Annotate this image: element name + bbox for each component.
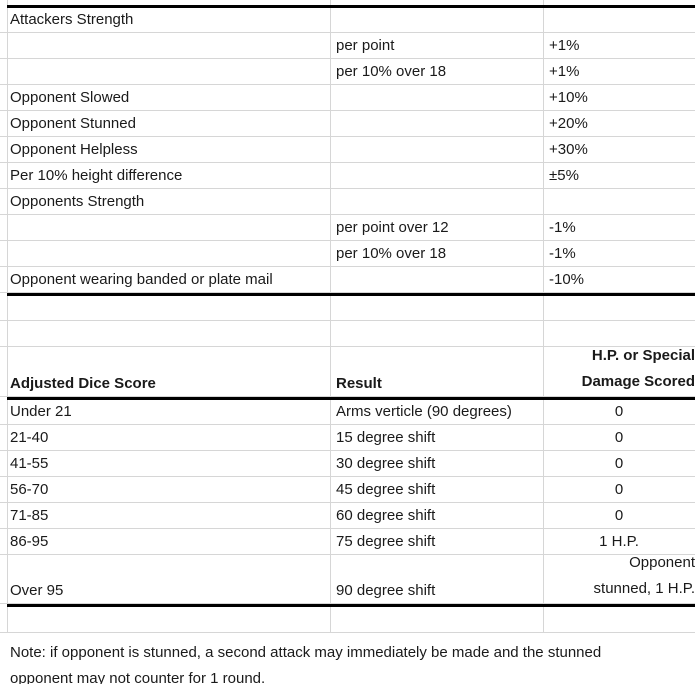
table-row: 86-95 75 degree shift 1 H.P. xyxy=(0,529,695,555)
result-header-cell[interactable]: Result xyxy=(336,375,382,392)
score-cell[interactable]: 56-70 xyxy=(10,481,49,498)
result-cell[interactable]: 30 degree shift xyxy=(336,455,436,472)
modifier-value-cell[interactable]: +10% xyxy=(549,89,588,106)
heavy-border-modifiers-bottom xyxy=(7,293,695,296)
result-cell[interactable]: 15 degree shift xyxy=(336,429,436,446)
score-cell[interactable]: 41-55 xyxy=(10,455,49,472)
modifier-label-cell[interactable]: Opponent Slowed xyxy=(10,89,130,106)
damage-cell[interactable]: 0 xyxy=(614,507,624,524)
table-row: 71-85 60 degree shift 0 xyxy=(0,503,695,529)
modifier-detail-cell[interactable] xyxy=(330,85,543,110)
damage-header-line2: Damage Scored xyxy=(581,373,695,390)
modifier-detail-cell[interactable]: per point xyxy=(336,37,395,54)
table-row: Opponents Strength xyxy=(0,189,695,215)
modifier-value-cell[interactable]: +1% xyxy=(549,37,580,54)
empty-row xyxy=(0,604,695,633)
modifier-value-cell[interactable]: +30% xyxy=(549,141,588,158)
modifier-detail-cell[interactable] xyxy=(330,111,543,136)
table-row: Opponent Helpless +30% xyxy=(0,137,695,163)
header-row: Adjusted Dice Score Result H.P. or Speci… xyxy=(0,347,695,397)
note-line1: Note: if opponent is stunned, a second a… xyxy=(10,644,602,661)
modifier-detail-cell[interactable] xyxy=(330,163,543,188)
score-cell[interactable]: 71-85 xyxy=(10,507,49,524)
result-cell[interactable]: 60 degree shift xyxy=(336,507,436,524)
table-row: Opponent Slowed +10% xyxy=(0,85,695,111)
damage-cell[interactable]: 0 xyxy=(614,481,624,498)
modifier-label-cell[interactable] xyxy=(0,59,330,84)
modifier-label-cell[interactable]: Per 10% height difference xyxy=(10,167,183,184)
table-row: 56-70 45 degree shift 0 xyxy=(0,477,695,503)
table-row: Attackers Strength xyxy=(0,8,695,33)
modifier-label-cell[interactable]: Opponent wearing banded or plate mail xyxy=(10,271,273,288)
modifier-value-cell[interactable]: -1% xyxy=(549,245,576,262)
table-row: 41-55 30 degree shift 0 xyxy=(0,451,695,477)
note-line2: opponent may not counter for 1 round. xyxy=(10,670,266,684)
damage-cell[interactable]: 0 xyxy=(614,455,624,472)
modifier-detail-cell[interactable] xyxy=(330,8,543,32)
modifier-value-cell[interactable]: +20% xyxy=(549,115,588,132)
damage-header-line1: H.P. or Special xyxy=(591,347,695,364)
table-row: per point over 12 -1% xyxy=(0,215,695,241)
modifier-detail-cell[interactable] xyxy=(330,189,543,214)
table-row: Opponent Stunned +20% xyxy=(0,111,695,137)
table-row: Per 10% height difference ±5% xyxy=(0,163,695,189)
column-gridline xyxy=(7,0,8,633)
damage-line1: Opponent xyxy=(629,554,695,571)
empty-row xyxy=(0,321,695,347)
table-row: 21-40 15 degree shift 0 xyxy=(0,425,695,451)
modifier-detail-cell[interactable]: per point over 12 xyxy=(336,219,449,236)
result-cell[interactable]: Arms verticle (90 degrees) xyxy=(336,403,512,420)
modifier-value-cell[interactable]: ±5% xyxy=(549,167,579,184)
heavy-border-header-bottom xyxy=(7,397,695,400)
modifier-value-cell[interactable]: -1% xyxy=(549,219,576,236)
table-row: Over 95 90 degree shift Opponent stunned… xyxy=(0,554,695,604)
table-row: Opponent wearing banded or plate mail -1… xyxy=(0,267,695,293)
modifier-value-cell[interactable]: +1% xyxy=(549,63,580,80)
score-header-cell[interactable]: Adjusted Dice Score xyxy=(10,375,156,392)
modifier-value-cell[interactable]: -10% xyxy=(549,271,585,288)
damage-cell[interactable]: Opponent stunned, 1 H.P. xyxy=(543,554,695,603)
modifier-value-cell[interactable] xyxy=(543,189,695,214)
modifier-label-cell[interactable] xyxy=(0,241,330,266)
modifier-label-cell[interactable]: Opponent Helpless xyxy=(10,141,138,158)
score-cell[interactable]: 21-40 xyxy=(10,429,49,446)
table-row: per point +1% xyxy=(0,33,695,59)
damage-line2: stunned, 1 H.P. xyxy=(593,580,695,597)
heavy-border-dice-bottom xyxy=(7,604,695,607)
modifier-label-cell[interactable] xyxy=(0,33,330,58)
modifier-detail-cell[interactable] xyxy=(330,267,543,292)
table-row: per 10% over 18 +1% xyxy=(0,59,695,85)
modifier-detail-cell[interactable] xyxy=(330,137,543,162)
modifier-label-cell[interactable]: Opponent Stunned xyxy=(10,115,136,132)
damage-cell[interactable]: 1 H.P. xyxy=(599,533,639,550)
damage-cell[interactable]: 0 xyxy=(614,403,624,420)
table-row: per 10% over 18 -1% xyxy=(0,241,695,267)
modifier-detail-cell[interactable]: per 10% over 18 xyxy=(336,245,447,262)
modifier-value-cell[interactable] xyxy=(543,8,695,32)
damage-header-cell[interactable]: H.P. or Special Damage Scored xyxy=(543,347,695,396)
heavy-border-top xyxy=(7,5,695,8)
result-cell[interactable]: 90 degree shift xyxy=(336,582,436,599)
score-cell[interactable]: 86-95 xyxy=(10,533,49,550)
damage-cell[interactable]: 0 xyxy=(614,429,624,446)
modifier-label-cell[interactable]: Opponents Strength xyxy=(10,193,145,210)
score-cell[interactable]: Under 21 xyxy=(10,403,72,420)
result-cell[interactable]: 75 degree shift xyxy=(336,533,436,550)
empty-row xyxy=(0,293,695,321)
score-cell[interactable]: Over 95 xyxy=(10,582,64,599)
note-cell[interactable]: Note: if opponent is stunned, a second a… xyxy=(0,633,695,684)
column-gridline xyxy=(543,0,544,633)
modifier-label-cell[interactable] xyxy=(0,215,330,240)
column-gridline xyxy=(330,0,331,633)
result-cell[interactable]: 45 degree shift xyxy=(336,481,436,498)
table-row: Under 21 Arms verticle (90 degrees) 0 xyxy=(0,397,695,425)
modifier-label-cell[interactable]: Attackers Strength xyxy=(10,11,134,28)
modifier-detail-cell[interactable]: per 10% over 18 xyxy=(336,63,447,80)
